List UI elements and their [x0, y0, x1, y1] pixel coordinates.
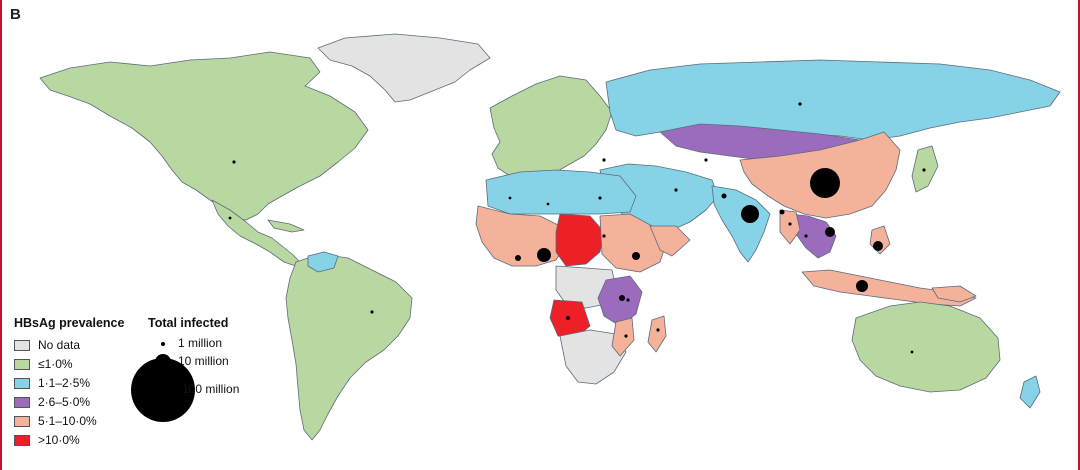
circle-ghana	[515, 255, 521, 261]
north-america	[39, 51, 369, 221]
west-africa	[475, 205, 567, 267]
prevalence-legend-item: 5·1–10·0%	[14, 414, 97, 428]
circle-pakistan	[721, 193, 727, 199]
legend-size-circle	[161, 342, 165, 346]
circle-nigeria	[537, 248, 551, 262]
legend-size-circle	[131, 358, 195, 422]
circle-vietnam	[825, 227, 835, 237]
caribbean	[267, 219, 305, 233]
indonesia	[801, 269, 977, 307]
circle-tanzania	[626, 298, 630, 302]
circle-mexico	[228, 216, 232, 220]
prevalence-legend-item: >10·0%	[14, 433, 80, 447]
prevalence-legend-title: HBsAg prevalence	[14, 316, 125, 330]
legend-label: ≤1·0%	[38, 357, 73, 371]
legend-swatch	[14, 415, 30, 427]
legend-label: 2·6–5·0%	[38, 395, 91, 409]
horn-africa	[649, 225, 691, 257]
circle-myanmar	[788, 222, 792, 226]
circle-sudan	[602, 234, 606, 238]
legend-label: No data	[38, 338, 81, 352]
central-africa-high	[555, 213, 605, 267]
prevalence-legend-item: ≤1·0%	[14, 357, 73, 371]
circle-russia	[798, 102, 802, 106]
circle-philippines	[873, 241, 883, 251]
legend-size-label: 100 million	[182, 382, 240, 396]
legend-label: 5·1–10·0%	[38, 414, 97, 428]
legend-size-label: 10 million	[178, 354, 229, 368]
mozambique	[611, 317, 635, 357]
circle-brazil	[370, 310, 374, 314]
circle-japan	[922, 168, 926, 172]
indochina	[789, 213, 837, 259]
prevalence-legend-item: No data	[14, 338, 80, 352]
east-africa	[599, 213, 667, 273]
europe	[489, 75, 613, 181]
circle-mozambique	[624, 334, 628, 338]
venezuela	[307, 251, 339, 273]
myanmar	[779, 209, 801, 245]
circle-indonesia	[856, 280, 868, 292]
legend-swatch	[14, 339, 30, 351]
madagascar	[647, 315, 667, 353]
legend-size-label: 1 million	[178, 336, 223, 350]
circle-iran	[674, 188, 678, 192]
infected-circles	[228, 102, 926, 354]
circle-madagascar	[656, 328, 660, 332]
southern-africa	[559, 329, 627, 385]
circle-india	[741, 205, 759, 223]
legend-label: 1·1–2·5%	[38, 376, 91, 390]
north-africa	[485, 169, 637, 215]
south-america	[285, 253, 413, 441]
russia	[605, 59, 1061, 141]
legend-swatch	[14, 377, 30, 389]
circle-niger	[546, 202, 550, 206]
papua-new-guinea	[931, 285, 977, 303]
circle-kazakhstan	[704, 158, 708, 162]
prevalence-legend-item: 2·6–5·0%	[14, 395, 90, 409]
panel-label: B	[10, 6, 21, 23]
circle-bangladesh	[779, 209, 785, 215]
circle-australia	[910, 350, 914, 354]
circle-egypt	[598, 196, 602, 200]
circle-drc	[619, 295, 625, 301]
new-zealand	[1019, 375, 1041, 409]
india	[711, 185, 771, 263]
legend-swatch	[14, 396, 30, 408]
legend-swatch	[14, 358, 30, 370]
east-central-africa	[597, 275, 643, 327]
circle-algeria	[508, 196, 512, 200]
infected-legend-title: Total infected	[148, 316, 229, 330]
circle-ethiopia	[632, 252, 640, 260]
prevalence-legend-item: 1·1–2·5%	[14, 376, 90, 390]
greenland	[317, 33, 491, 103]
australia	[851, 301, 1001, 393]
circle-thailand	[804, 234, 808, 238]
circle-china	[810, 168, 840, 198]
legend-swatch	[14, 434, 30, 446]
circle-turkey	[602, 158, 606, 162]
legend-label: >10·0%	[38, 433, 80, 447]
circle-angola	[566, 316, 570, 320]
circle-usa	[232, 160, 236, 164]
